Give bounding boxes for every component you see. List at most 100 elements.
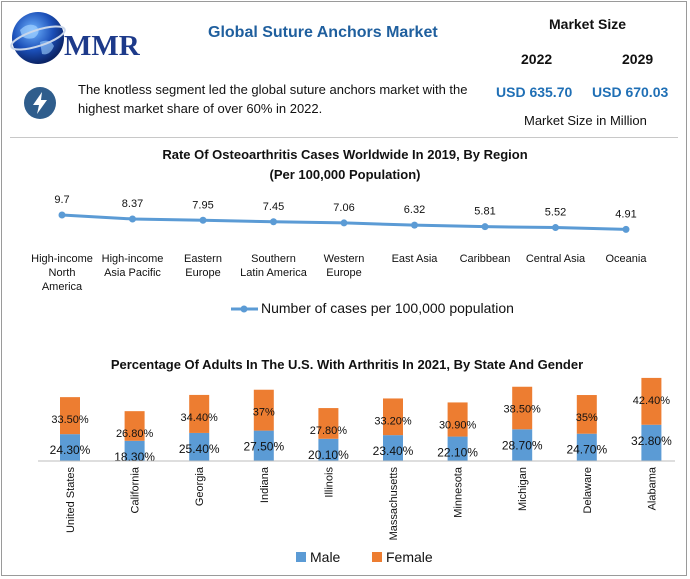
line-value-label-7: 5.52 <box>545 207 566 219</box>
line-value-label-3: 7.45 <box>263 201 284 213</box>
line-x-label-7: Central Asia <box>526 253 586 265</box>
bar-male-5 <box>383 435 403 461</box>
brand-logo-text: MMR <box>64 30 140 62</box>
line-x-label-8: Oceania <box>606 253 648 265</box>
bar-female-label-6: 30.90% <box>439 419 477 431</box>
line-x-label-2: Eastern <box>184 253 222 265</box>
bar-male-4 <box>318 438 339 461</box>
value-end: USD 670.03 <box>592 84 669 100</box>
bar-female-label-2: 34.40% <box>181 412 219 424</box>
bar-female-label-1: 26.80% <box>116 428 154 440</box>
bar-female-9 <box>641 377 662 425</box>
bar-female-4 <box>318 408 339 439</box>
lightning-bolt-icon <box>24 87 56 119</box>
bar-x-label-7: Michigan <box>517 467 529 511</box>
bar-male-label-5: 23.40% <box>373 444 414 458</box>
line-value-label-4: 7.06 <box>333 202 354 214</box>
legend-male-swatch <box>296 552 306 562</box>
line-point-1 <box>129 215 136 223</box>
bar-female-0 <box>60 397 80 435</box>
page-title: Global Suture Anchors Market <box>208 24 438 41</box>
bar-x-label-1: California <box>130 466 142 513</box>
line-point-8 <box>622 225 630 233</box>
legend-female-swatch <box>372 552 382 562</box>
bar-x-label-5: Massachusetts <box>388 467 400 541</box>
market-size-title: Market Size <box>549 16 627 32</box>
bar-male-label-2: 25.40% <box>179 442 220 456</box>
bar-x-label-3: Indiana <box>259 466 271 503</box>
bar-male-label-0: 24.30% <box>50 443 91 457</box>
line-point-3 <box>270 218 277 226</box>
line-x-label-4: Europe <box>326 267 361 279</box>
bar-male-label-3: 27.50% <box>243 440 284 454</box>
line-value-label-1: 8.37 <box>122 198 143 210</box>
line-point-6 <box>481 223 489 231</box>
bar-chart-title: Percentage Of Adults In The U.S. With Ar… <box>111 357 583 372</box>
bar-male-label-7: 28.70% <box>502 438 543 452</box>
bar-female-label-9: 42.40% <box>633 395 671 407</box>
line-value-label-8: 4.91 <box>615 208 636 220</box>
bar-female-7 <box>512 386 533 430</box>
line-legend-label: Number of cases per 100,000 population <box>261 300 514 316</box>
bar-male-8 <box>576 433 597 461</box>
line-x-label-0: America <box>42 281 83 293</box>
line-x-label-2: Europe <box>185 267 220 279</box>
line-x-label-3: Latin America <box>240 267 308 279</box>
bar-male-label-8: 24.70% <box>566 443 607 457</box>
bar-female-label-8: 35% <box>576 412 598 424</box>
bar-female-2 <box>189 394 210 433</box>
line-point-7 <box>552 224 559 232</box>
bar-male-label-4: 20.10% <box>308 448 349 462</box>
bar-female-label-5: 33.20% <box>374 415 412 427</box>
line-chart-title: Rate Of Osteoarthritis Cases Worldwide I… <box>162 147 527 162</box>
bar-male-6 <box>447 436 468 461</box>
line-x-label-0: High-income <box>31 253 93 265</box>
line-value-label-5: 6.32 <box>404 204 425 216</box>
value-start: USD 635.70 <box>496 84 573 100</box>
year-start: 2022 <box>521 51 553 67</box>
headline-text: The knotless segment led the global sutu… <box>78 82 468 116</box>
bar-x-label-2: Georgia <box>194 466 206 506</box>
line-value-label-0: 9.7 <box>54 194 69 206</box>
bar-male-9 <box>641 424 662 461</box>
bar-female-label-7: 38.50% <box>504 404 542 416</box>
line-x-label-5: East Asia <box>392 253 439 265</box>
bar-x-label-9: Alabama <box>646 466 658 510</box>
bar-female-label-0: 33.50% <box>51 414 89 426</box>
bar-female-6 <box>447 402 468 437</box>
line-point-0 <box>58 211 66 219</box>
divider <box>10 137 678 138</box>
line-x-label-4: Western <box>324 253 365 265</box>
bar-x-label-8: Delaware <box>582 467 594 513</box>
line-point-2 <box>199 216 207 224</box>
line-point-4 <box>340 219 348 227</box>
line-chart-subtitle: (Per 100,000 Population) <box>270 167 421 182</box>
bar-male-label-6: 22.10% <box>437 446 478 460</box>
line-x-label-6: Caribbean <box>460 253 511 265</box>
bar-x-label-4: Illinois <box>323 467 335 498</box>
bar-female-label-4: 27.80% <box>310 425 348 437</box>
bar-male-1 <box>124 440 145 461</box>
line-value-label-6: 5.81 <box>474 206 495 218</box>
line-x-label-1: Asia Pacific <box>104 267 161 279</box>
line-value-label-2: 7.95 <box>192 199 213 211</box>
line-legend-marker <box>240 305 248 313</box>
bar-male-label-9: 32.80% <box>631 434 672 448</box>
bar-x-label-6: Minnesota <box>453 466 465 518</box>
bar-female-1 <box>124 411 145 441</box>
legend-male-label: Male <box>310 549 341 565</box>
bar-male-label-1: 18.30% <box>114 450 155 464</box>
bar-female-8 <box>576 395 597 434</box>
bar-male-3 <box>253 430 274 461</box>
bar-male-0 <box>60 434 80 461</box>
year-end: 2029 <box>622 51 654 67</box>
bar-male-7 <box>512 429 533 461</box>
bar-female-3 <box>253 389 274 431</box>
bar-female-5 <box>383 398 403 436</box>
bar-x-label-0: United States <box>65 467 77 534</box>
bar-male-2 <box>189 432 210 461</box>
bar-female-label-3: 37% <box>253 407 275 419</box>
legend-female-label: Female <box>386 549 433 565</box>
